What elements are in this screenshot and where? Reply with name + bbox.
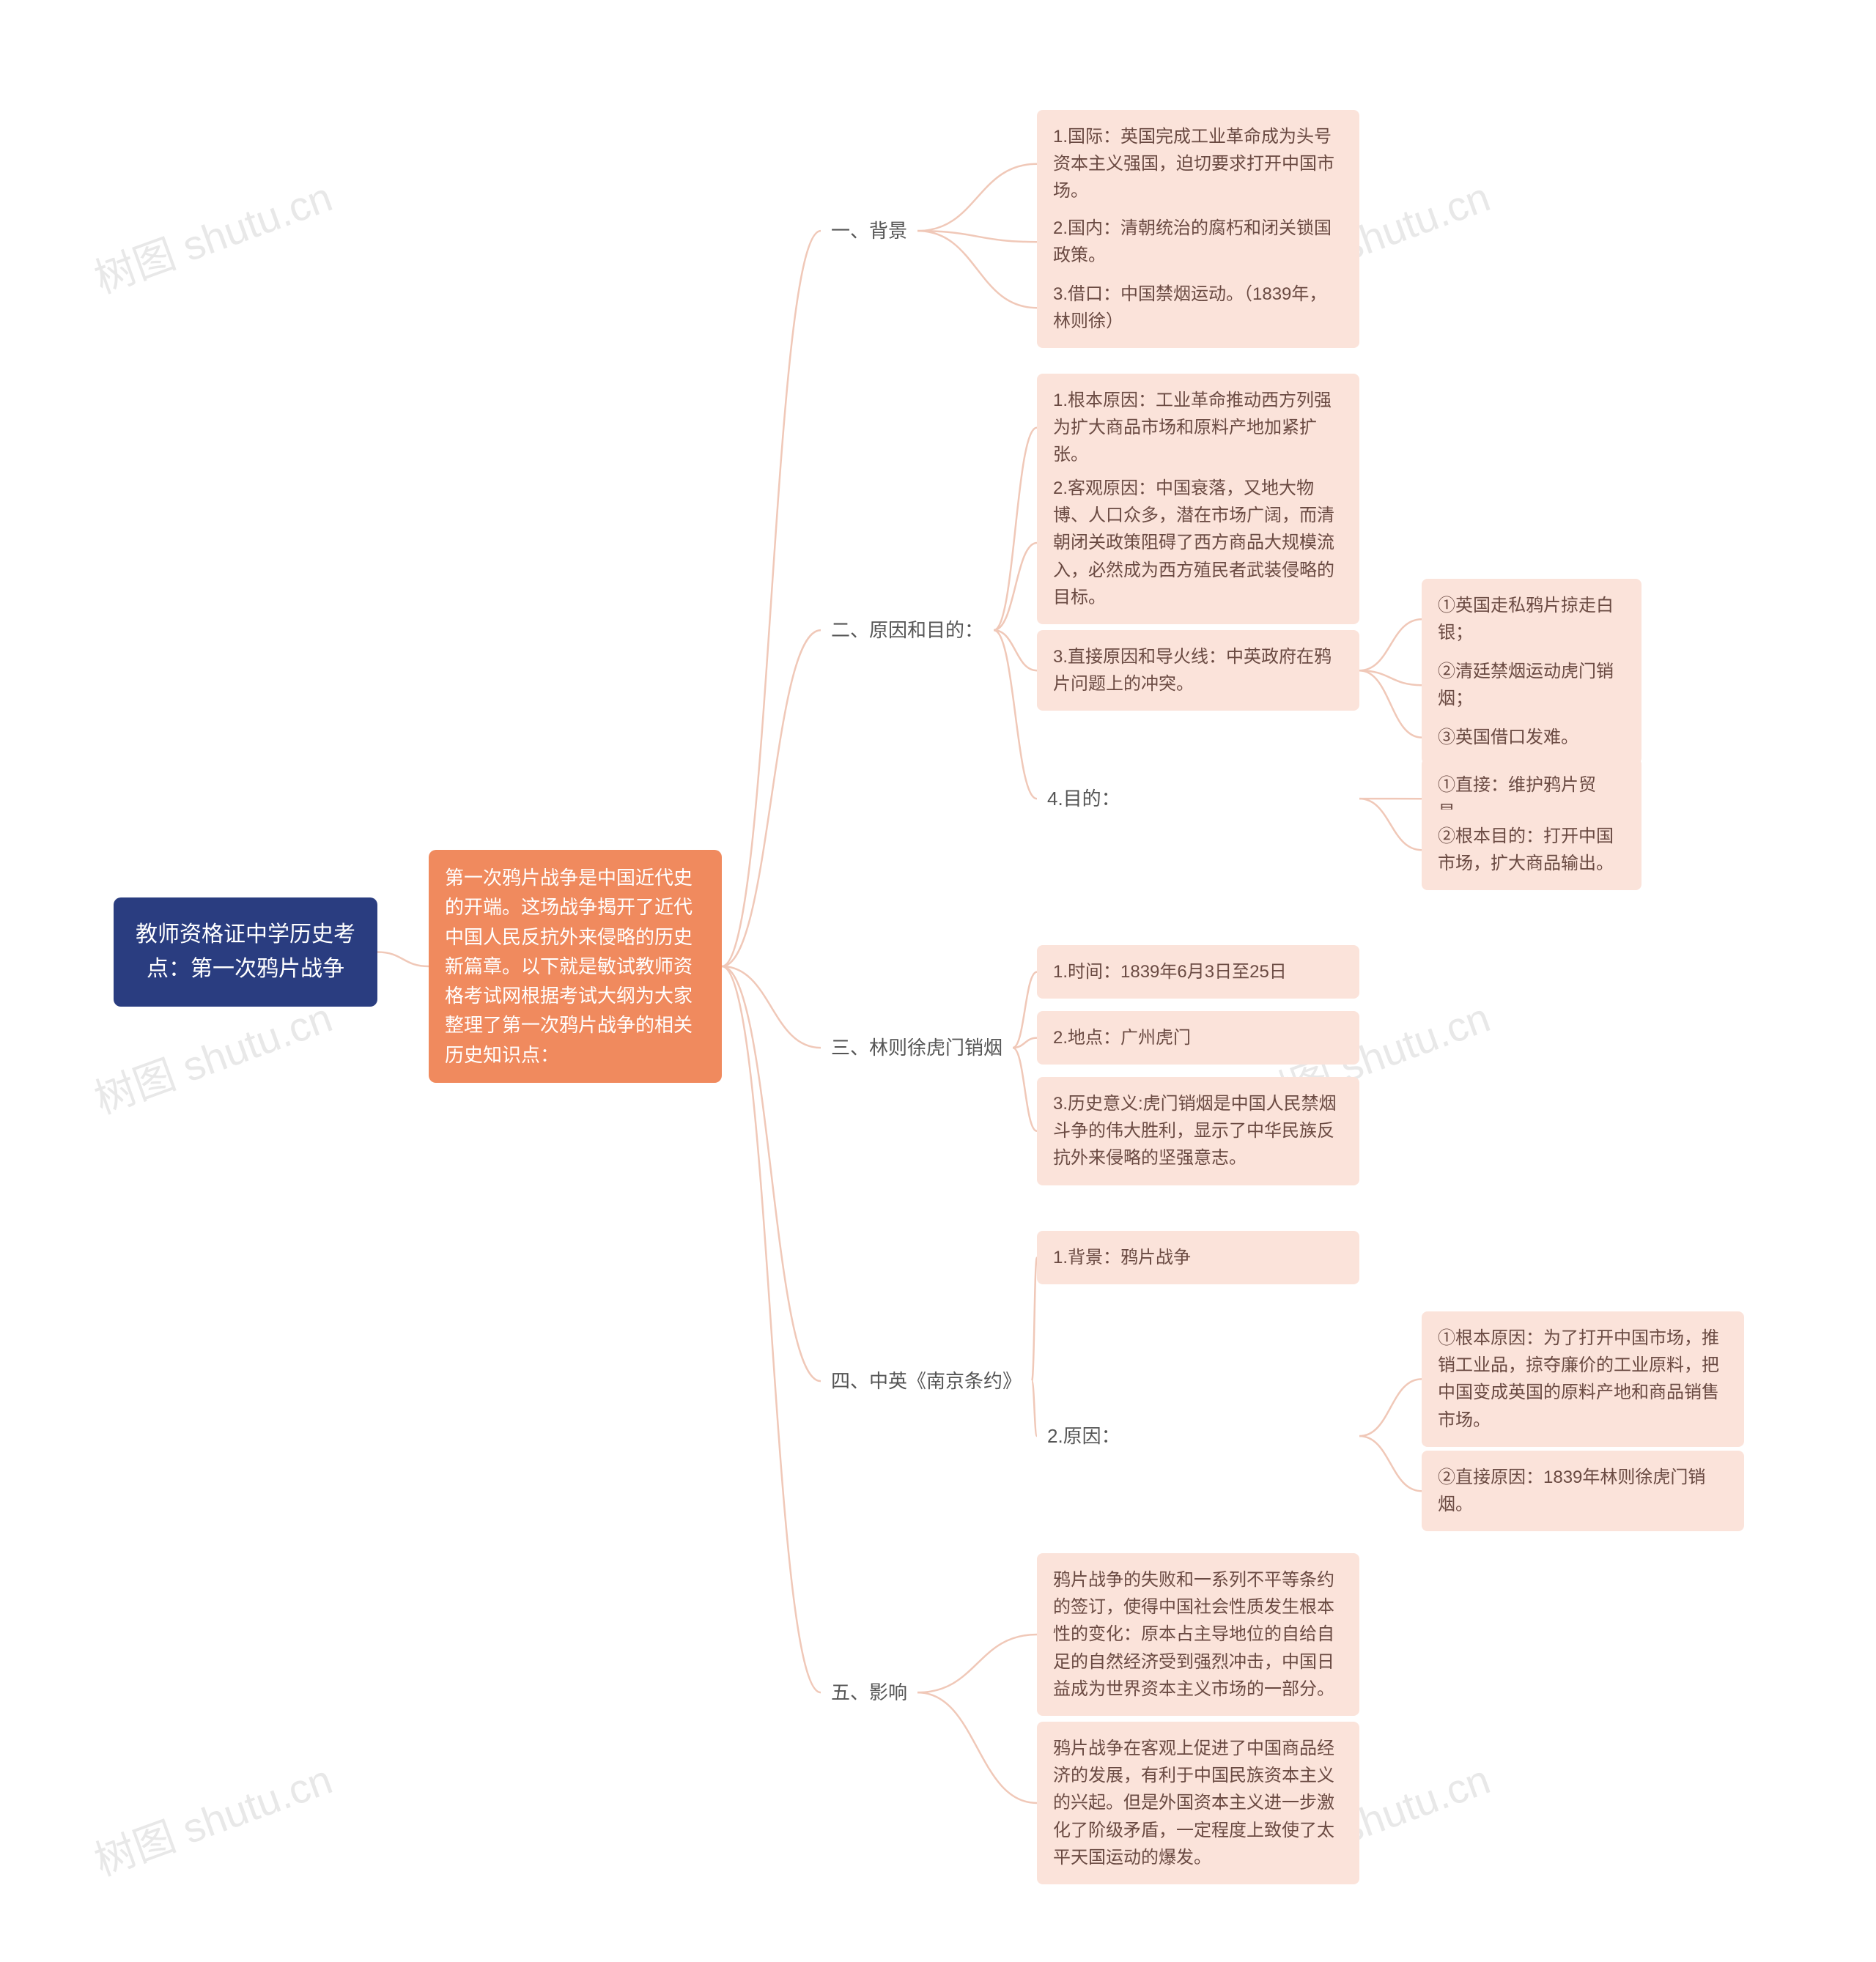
leaf-node: 4.目的： xyxy=(1037,777,1359,821)
section-background: 一、背景 xyxy=(821,209,917,253)
section-impact: 五、影响 xyxy=(821,1670,917,1714)
intro-node: 第一次鸦片战争是中国近代史的开端。这场战争揭开了近代中国人民反抗外来侵略的历史新… xyxy=(429,850,722,1083)
leaf-node: ③英国借口发难。 xyxy=(1422,711,1642,764)
leaf-node: ②直接原因：1839年林则徐虎门销烟。 xyxy=(1422,1451,1744,1531)
leaf-node: 2.地点：广州虎门 xyxy=(1037,1011,1359,1065)
section-cause-purpose: 二、原因和目的： xyxy=(821,608,994,652)
leaf-node: 鸦片战争的失败和一系列不平等条约的签订，使得中国社会性质发生根本性的变化：原本占… xyxy=(1037,1553,1359,1716)
leaf-node: 1.时间：1839年6月3日至25日 xyxy=(1037,945,1359,999)
root-node: 教师资格证中学历史考点：第一次鸦片战争 xyxy=(114,897,377,1007)
leaf-node: 3.历史意义:虎门销烟是中国人民禁烟斗争的伟大胜利，显示了中华民族反抗外来侵略的… xyxy=(1037,1077,1359,1185)
leaf-node: 2.原因： xyxy=(1037,1414,1359,1458)
leaf-node: ①根本原因：为了打开中国市场，推销工业品，掠夺廉价的工业原料，把中国变成英国的原… xyxy=(1422,1311,1744,1447)
leaf-node: 3.借口：中国禁烟运动。（1839年，林则徐） xyxy=(1037,267,1359,348)
mindmap-canvas: 教师资格证中学历史考点：第一次鸦片战争 第一次鸦片战争是中国近代史的开端。这场战… xyxy=(0,0,1876,1962)
leaf-node: ②根本目的：打开中国市场，扩大商品输出。 xyxy=(1422,810,1642,890)
leaf-node: 鸦片战争在客观上促进了中国商品经济的发展，有利于中国民族资本主义的兴起。但是外国… xyxy=(1037,1722,1359,1884)
leaf-node: 3.直接原因和导火线：中英政府在鸦片问题上的冲突。 xyxy=(1037,630,1359,711)
section-nanjing-treaty: 四、中英《南京条约》 xyxy=(821,1359,1032,1403)
section-lin-zexu: 三、林则徐虎门销烟 xyxy=(821,1026,1013,1070)
leaf-node: 1.背景：鸦片战争 xyxy=(1037,1231,1359,1284)
leaf-node: 2.客观原因：中国衰落，又地大物博、人口众多，潜在市场广阔，而清朝闭关政策阻碍了… xyxy=(1037,462,1359,624)
